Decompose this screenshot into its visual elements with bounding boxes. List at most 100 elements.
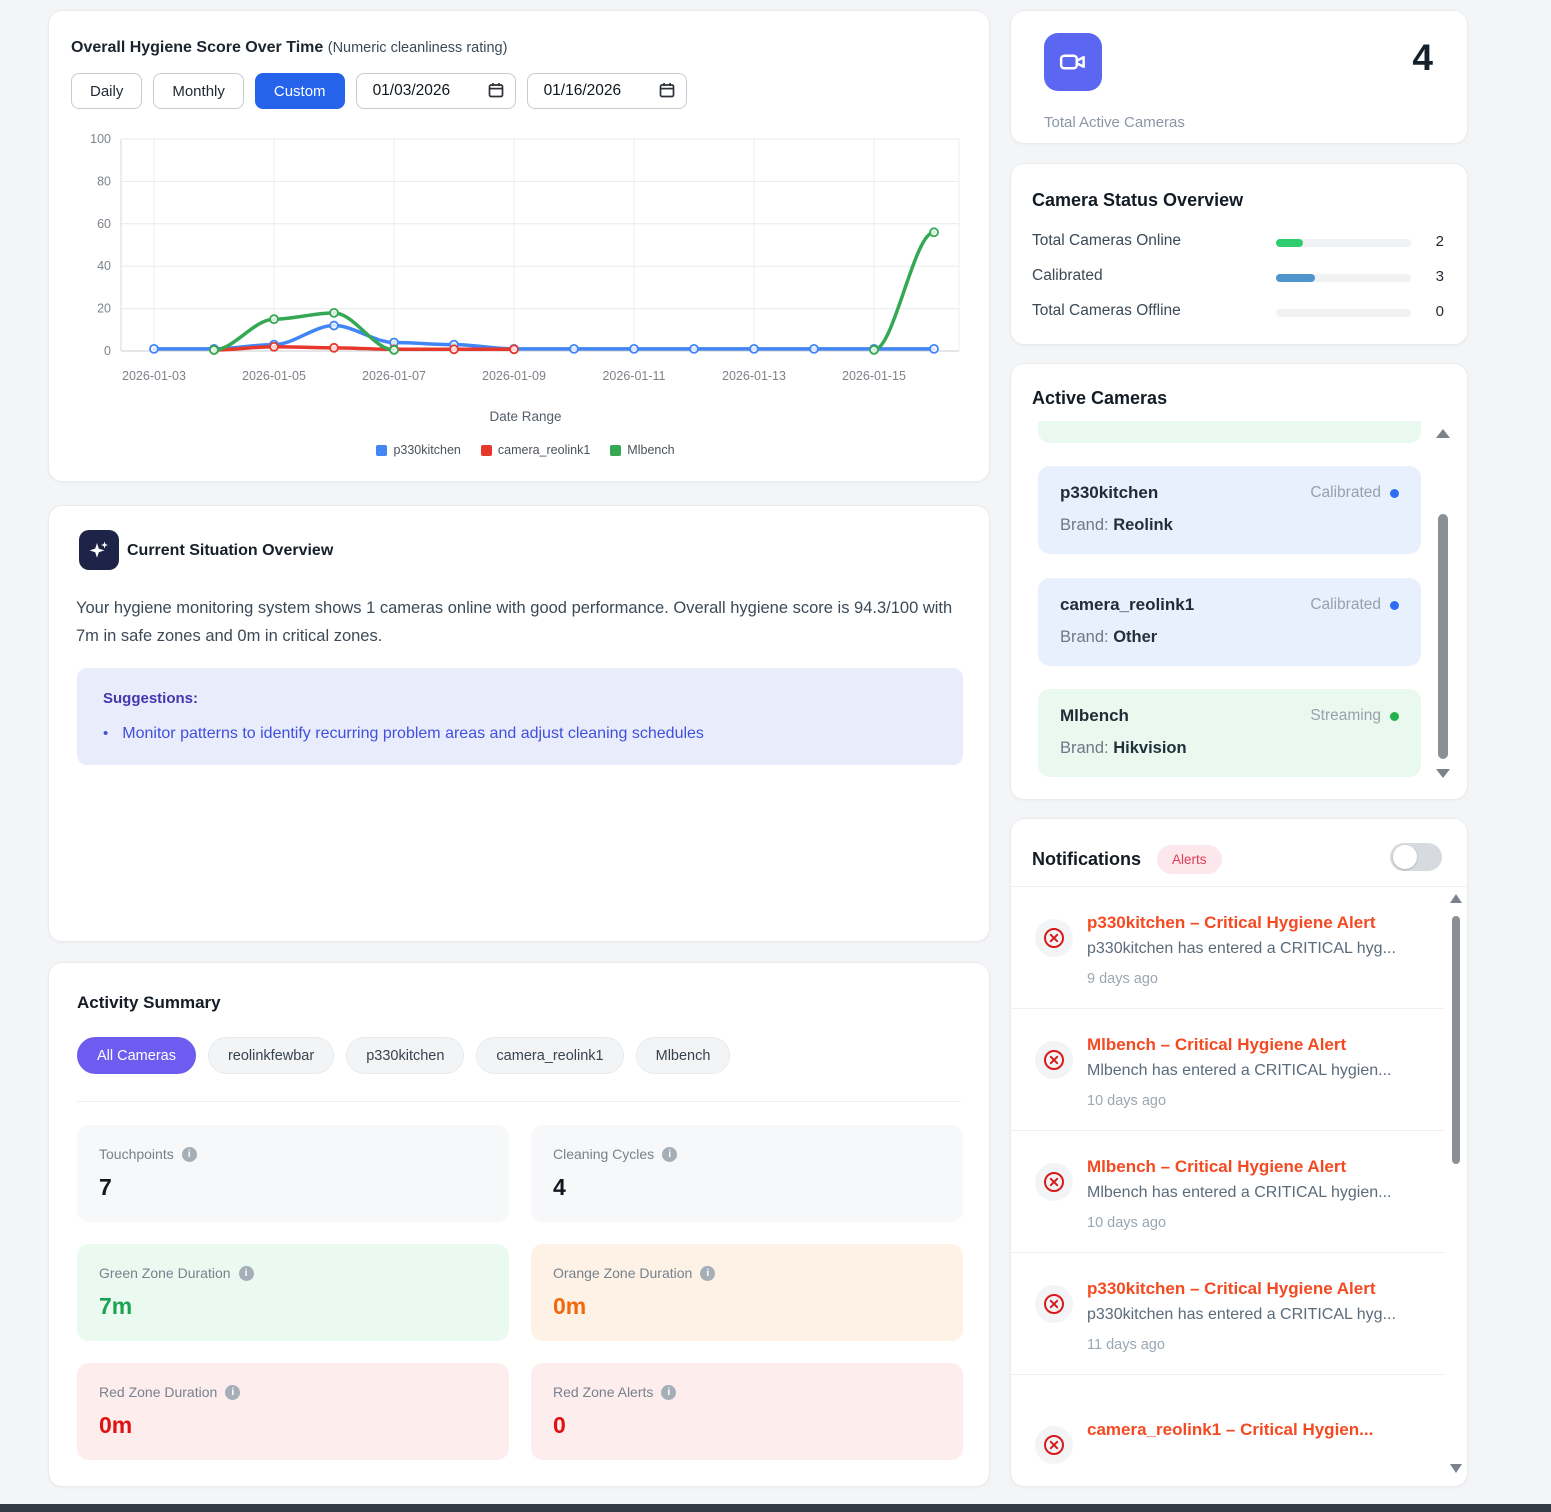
red-zone-alerts-value: 0 <box>553 1412 566 1438</box>
date-from-field[interactable] <box>355 73 516 109</box>
notifications-scrollbar[interactable] <box>1450 894 1462 1479</box>
chart-title-row: Overall Hygiene Score Over Time (Numeric… <box>71 39 507 57</box>
svg-text:2026-01-11: 2026-01-11 <box>602 369 665 383</box>
chip-all-cameras[interactable]: All Cameras <box>77 1037 196 1074</box>
toggle-knob[interactable] <box>1393 845 1417 869</box>
orange-zone-value: 0m <box>553 1293 587 1319</box>
touchpoints-value: 7 <box>99 1174 112 1200</box>
camera-filter-chips: All Cameras reolinkfewbar p330kitchen ca… <box>77 1037 731 1074</box>
chart-title: Overall Hygiene Score Over Time <box>71 39 324 56</box>
info-icon[interactable] <box>238 1265 254 1281</box>
svg-text:2026-01-09: 2026-01-09 <box>482 369 546 383</box>
scroll-up-icon[interactable] <box>1450 894 1462 903</box>
alerts-badge: Alerts <box>1157 845 1222 874</box>
camera-item-p330kitchen[interactable]: p330kitchen Calibrated Brand: Reolink <box>1038 466 1421 554</box>
svg-text:2026-01-07: 2026-01-07 <box>362 369 426 383</box>
divider <box>1011 886 1467 887</box>
streaming-dot-icon <box>1390 711 1399 721</box>
scrollbar-thumb[interactable] <box>1452 916 1460 1164</box>
info-icon[interactable] <box>661 1384 677 1400</box>
alert-icon <box>1035 1041 1073 1079</box>
camera-item-camera-reolink1[interactable]: camera_reolink1 Calibrated Brand: Other <box>1038 578 1421 666</box>
sparkles-icon <box>79 530 119 570</box>
alert-icon <box>1035 1163 1073 1201</box>
svg-text:0: 0 <box>104 344 111 358</box>
red-zone-duration-tile: Red Zone Duration 0m <box>77 1363 509 1460</box>
info-icon[interactable] <box>181 1146 197 1162</box>
chip-p330kitchen[interactable]: p330kitchen <box>346 1037 465 1074</box>
svg-text:20: 20 <box>97 302 111 316</box>
progress-bar <box>1276 309 1411 317</box>
cleaning-cycles-tile: Cleaning Cycles 4 <box>531 1125 963 1222</box>
chip-camera-reolink1[interactable]: camera_reolink1 <box>476 1037 624 1074</box>
info-icon[interactable] <box>700 1265 716 1281</box>
calendar-icon[interactable] <box>659 82 675 103</box>
green-zone-value: 7m <box>99 1293 133 1319</box>
status-row-online: Total Cameras Online 2 <box>1032 232 1444 250</box>
svg-text:80: 80 <box>97 174 111 188</box>
chart-subtitle: (Numeric cleanliness rating) <box>327 40 508 56</box>
red-zone-alerts-tile: Red Zone Alerts 0 <box>531 1363 963 1460</box>
svg-text:2026-01-15: 2026-01-15 <box>842 369 906 383</box>
calendar-icon[interactable] <box>488 82 504 103</box>
camera-status-title: Camera Status Overview <box>1032 190 1244 210</box>
cameras-scrollbar[interactable] <box>1436 424 1450 784</box>
situation-title: Current Situation Overview <box>127 542 334 559</box>
range-controls: Daily Monthly Custom <box>71 73 687 109</box>
legend-item: Mlbench <box>610 443 675 457</box>
hygiene-line-chart: 0 20 40 60 80 100 2026-01-03 2026-01-05 2026-01-… <box>90 132 960 383</box>
video-camera-icon <box>1044 33 1102 91</box>
scroll-up-icon[interactable] <box>1436 429 1450 438</box>
suggestions-label: Suggestions: <box>103 690 199 707</box>
date-to-field[interactable] <box>526 73 687 109</box>
red-zone-duration-value: 0m <box>99 1412 133 1438</box>
legend-item: p330kitchen <box>376 443 461 457</box>
cleaning-cycles-value: 4 <box>553 1174 566 1200</box>
camera-status-card: Camera Status Overview Total Cameras Onl… <box>1010 163 1468 345</box>
info-icon[interactable] <box>662 1146 678 1162</box>
scroll-down-icon[interactable] <box>1450 1464 1462 1473</box>
alert-icon <box>1035 1426 1073 1464</box>
divider <box>77 1101 961 1102</box>
chip-mlbench[interactable]: Mlbench <box>635 1037 731 1074</box>
legend-swatch-green <box>610 444 622 456</box>
notification-item[interactable]: camera_reolink1 – Critical Hygien... <box>1011 1375 1445 1485</box>
scrollbar-thumb[interactable] <box>1438 514 1448 759</box>
hygiene-chart-card: Overall Hygiene Score Over Time (Numeric… <box>48 10 990 482</box>
activity-summary-card: Activity Summary All Cameras reolinkfewb… <box>48 962 990 1487</box>
activity-title: Activity Summary <box>77 993 221 1012</box>
status-row-calibrated: Calibrated 3 <box>1032 267 1444 285</box>
notification-item[interactable]: Mlbench – Critical Hygiene Alert Mlbench… <box>1011 1131 1445 1253</box>
camera-item-partial[interactable] <box>1038 421 1421 443</box>
total-cameras-value: 4 <box>1412 37 1433 78</box>
daily-button[interactable]: Daily <box>71 73 143 109</box>
svg-text:40: 40 <box>97 259 111 273</box>
chip-reolinkfewbar[interactable]: reolinkfewbar <box>207 1037 335 1074</box>
notification-item[interactable]: Mlbench – Critical Hygiene Alert Mlbench… <box>1011 1009 1445 1131</box>
info-icon[interactable] <box>225 1384 241 1400</box>
notification-item[interactable]: p330kitchen – Critical Hygiene Alert p33… <box>1011 1253 1445 1375</box>
x-axis-title: Date Range <box>489 409 562 424</box>
legend-item: camera_reolink1 <box>480 443 590 457</box>
suggestion-item: • Monitor patterns to identify recurring… <box>103 725 704 742</box>
svg-text:60: 60 <box>97 217 111 231</box>
custom-button[interactable]: Custom <box>254 73 345 109</box>
notifications-list: p330kitchen – Critical Hygiene Alert p33… <box>1011 887 1445 1486</box>
svg-text:100: 100 <box>90 132 111 146</box>
green-zone-tile: Green Zone Duration 7m <box>77 1244 509 1341</box>
notification-item[interactable]: p330kitchen – Critical Hygiene Alert p33… <box>1011 887 1445 1009</box>
notifications-title: Notifications <box>1032 849 1142 869</box>
suggestions-box: Suggestions: • Monitor patterns to ident… <box>77 668 963 765</box>
monthly-button[interactable]: Monthly <box>153 73 244 109</box>
chart-legend: p330kitchen camera_reolink1 Mlbench <box>73 443 978 457</box>
camera-item-mlbench[interactable]: Mlbench Streaming Brand: Hikvision <box>1038 689 1421 777</box>
orange-zone-tile: Orange Zone Duration 0m <box>531 1244 963 1341</box>
scroll-down-icon[interactable] <box>1436 769 1450 778</box>
notifications-toggle[interactable] <box>1390 843 1442 871</box>
alert-icon <box>1035 1285 1073 1323</box>
total-cameras-label: Total Active Cameras <box>1044 114 1185 131</box>
active-cameras-card: Active Cameras p330kitchen Calibrated Br… <box>1010 363 1468 800</box>
situation-overview-card: Current Situation Overview Your hygiene … <box>48 505 990 942</box>
svg-text:2026-01-03: 2026-01-03 <box>122 369 186 383</box>
